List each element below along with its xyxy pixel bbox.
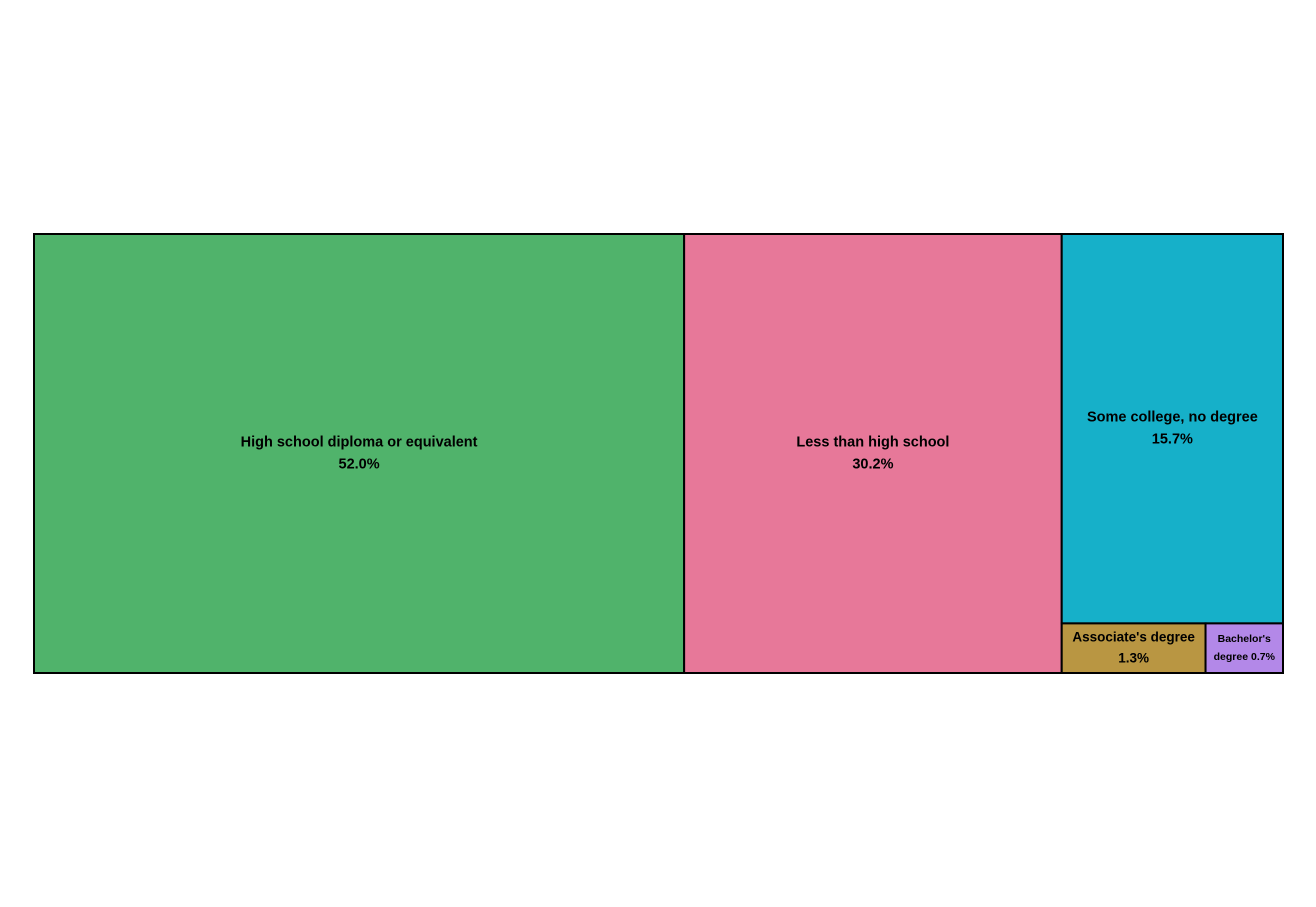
tile-label-bachelor-s-degree: Bachelor's degree 0.7% bbox=[1214, 633, 1276, 663]
tile-associate-s-degree bbox=[1060, 622, 1207, 675]
tile-label-high-school-diploma-or-equivalent: High school diploma or equivalent 52.0% bbox=[241, 434, 478, 472]
tile-less-than-high-school bbox=[683, 233, 1063, 674]
treemap-frame bbox=[33, 233, 1284, 674]
tile-high-school-diploma-or-equivalent bbox=[33, 233, 686, 674]
treemap-tiles bbox=[33, 233, 1284, 675]
tile-label-less-than-high-school: Less than high school 30.2% bbox=[796, 434, 949, 472]
tile-label-some-college-no-degree: Some college, no degree 15.7% bbox=[1087, 410, 1258, 448]
tile-some-college-no-degree bbox=[1060, 233, 1284, 625]
tile-bachelor-s-degree bbox=[1204, 622, 1284, 675]
tile-label-associate-s-degree: Associate's degree 1.3% bbox=[1072, 629, 1195, 665]
treemap-labels: High school diploma or equivalent 52.0% Le… bbox=[241, 410, 1276, 666]
